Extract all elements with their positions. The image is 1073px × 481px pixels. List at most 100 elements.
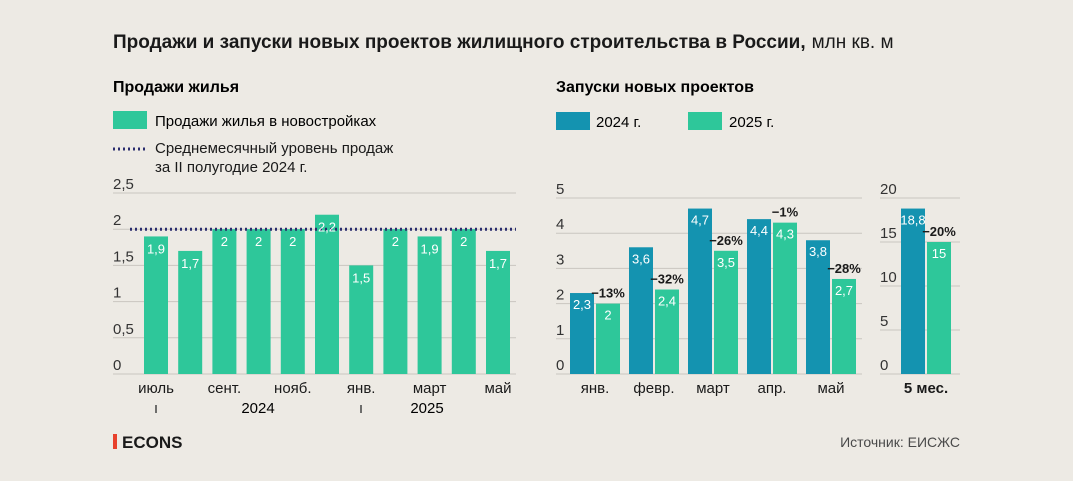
launches-ytick-label: 0	[556, 357, 564, 374]
total-ytick-label: 20	[880, 181, 897, 198]
sales-legend-swatch	[113, 111, 147, 129]
launches-bar-value-label: 2,7	[835, 283, 853, 298]
launches-legend-swatch-2025	[688, 112, 722, 130]
sales-bar	[246, 229, 271, 374]
sales-bar-value-label: 2	[392, 234, 399, 249]
sales-bar	[280, 229, 305, 374]
launches-bar-2024	[747, 219, 771, 374]
total-ytick-label: 5	[880, 313, 888, 330]
sales-xtick-label: янв.	[347, 380, 376, 397]
launches-xtick-label: март	[696, 380, 730, 397]
sales-legend-line-text-1: Среднемесячный уровень продаж	[155, 140, 393, 157]
total-bar-value-label: 15	[932, 246, 946, 261]
sales-bar-value-label: 2	[289, 234, 296, 249]
year-label-2024: 2024	[241, 400, 274, 417]
sales-bars	[130, 214, 516, 374]
sales-ytick-label: 0,5	[113, 321, 134, 338]
title-unit: млн кв. м	[812, 32, 894, 53]
launches-legend-swatch-2024	[556, 112, 590, 130]
sales-bar-value-label: 1,7	[489, 256, 507, 271]
launches-xtick-label: февр.	[633, 380, 674, 397]
source-note: Источник: ЕИСЖС	[840, 434, 960, 450]
sales-xtick-label: март	[413, 380, 447, 397]
sales-ytick-label: 2,5	[113, 176, 134, 193]
sales-bar	[178, 250, 203, 374]
logo-bar	[113, 434, 117, 449]
launches-xtick-label: янв.	[581, 380, 610, 397]
sales-bar-value-label: 2	[460, 234, 467, 249]
launches-bar-value-label: 4,3	[776, 227, 794, 242]
sales-bar	[349, 265, 374, 374]
launches-chart-title: Запуски новых проектов	[556, 79, 754, 96]
sales-chart: Продажи жилья Продажи жилья в новостройк…	[113, 79, 516, 417]
sales-bar-value-label: 1,7	[181, 256, 199, 271]
launches-bar-2024	[806, 240, 830, 374]
launches-ytick-label: 1	[556, 322, 564, 339]
launches-xtick-label: апр.	[758, 380, 787, 397]
sales-legend-line-label: Среднемесячный уровень продаж за II полуг…	[155, 140, 393, 176]
launches-ytick-label: 2	[556, 287, 564, 304]
launches-change-label: −28%	[827, 261, 861, 276]
sales-value-labels: 1,9 1,7 2 2 2 2,2 1,5 2 1,9 2 1,7	[147, 220, 507, 286]
launches-change-label: −32%	[650, 272, 684, 287]
sales-bar-value-label: 1,9	[421, 241, 439, 256]
sales-bar-value-label: 2	[221, 234, 228, 249]
sales-ytick-label: 1	[113, 285, 121, 302]
sales-bar	[144, 236, 168, 374]
total-ytick-label: 15	[880, 225, 897, 242]
launches-ytick-label: 4	[556, 216, 564, 233]
launches-value-labels: 2,3 2 −13% 3,6 2,4 −32% 4,7 3,5 −26% 4,4 4,3 −1% 3,8…	[573, 205, 861, 323]
launches-x-axis: янв. февр. март апр. май	[581, 380, 845, 397]
total-x-axis: 5 мес.	[904, 380, 948, 397]
sales-ytick-label: 2	[113, 212, 121, 229]
sales-chart-title: Продажи жилья	[113, 79, 239, 96]
launches-bar-value-label: 3,5	[717, 255, 735, 270]
sales-bar-value-label: 1,5	[352, 270, 370, 285]
launches-chart: Запуски новых проектов 2024 г. 2025 г. 0…	[556, 79, 862, 397]
launches-ytick-label: 3	[556, 251, 564, 268]
launches-bar-2024	[570, 293, 594, 374]
launches-bar-2025	[832, 278, 856, 374]
total-bar-2025	[927, 242, 951, 374]
launches-bar-2025	[773, 222, 797, 374]
launches-bar-value-label: 2,3	[573, 297, 591, 312]
sales-bar-value-label: 1,9	[147, 241, 165, 256]
launches-bar-2025	[596, 303, 620, 374]
launches-legend-label-2025: 2025 г.	[729, 114, 774, 131]
launches-bar-value-label: 2,4	[658, 294, 676, 309]
sales-bar	[486, 250, 510, 374]
total-bar-2024	[901, 208, 925, 374]
total-bars	[901, 208, 951, 374]
launches-change-label: −13%	[591, 286, 625, 301]
launches-bar-value-label: 3,6	[632, 251, 650, 266]
launches-legend-label-2024: 2024 г.	[596, 114, 641, 131]
total-xtick-label: 5 мес.	[904, 380, 948, 397]
launches-xtick-label: май	[817, 380, 844, 397]
launches-bar-value-label: 4,7	[691, 213, 709, 228]
launches-bar-value-label: 4,4	[750, 223, 768, 238]
sales-bar	[383, 229, 408, 374]
total-ytick-label: 10	[880, 269, 897, 286]
total-bar-value-label: 18,8	[900, 213, 925, 228]
launches-change-label: −1%	[772, 205, 799, 220]
figure-title: Продажи и запуски новых проектов жилищно…	[113, 32, 894, 53]
launches-bar-value-label: 2	[604, 308, 611, 323]
sales-bar	[212, 229, 237, 374]
sales-ytick-label: 1,5	[113, 248, 134, 265]
total-ytick-label: 0	[880, 357, 888, 374]
footer: ECONS Источник: ЕИСЖС	[113, 433, 960, 452]
sales-bar-value-label: 2	[255, 234, 262, 249]
total-change-label: −20%	[922, 224, 956, 239]
launches-bar-2025	[714, 250, 738, 374]
sales-bar	[315, 214, 339, 374]
sales-x-axis: июль сент. нояб. янв. март май 2024 2025	[138, 380, 511, 417]
sales-xtick-label: нояб.	[274, 380, 312, 397]
logo: ECONS	[122, 433, 182, 452]
total-value-labels: 18,8 15 −20%	[900, 213, 956, 261]
sales-xtick-label: июль	[138, 380, 174, 397]
launches-bar-2024	[629, 247, 653, 374]
launches-bar-2024	[688, 208, 712, 374]
year-label-2025: 2025	[410, 400, 443, 417]
